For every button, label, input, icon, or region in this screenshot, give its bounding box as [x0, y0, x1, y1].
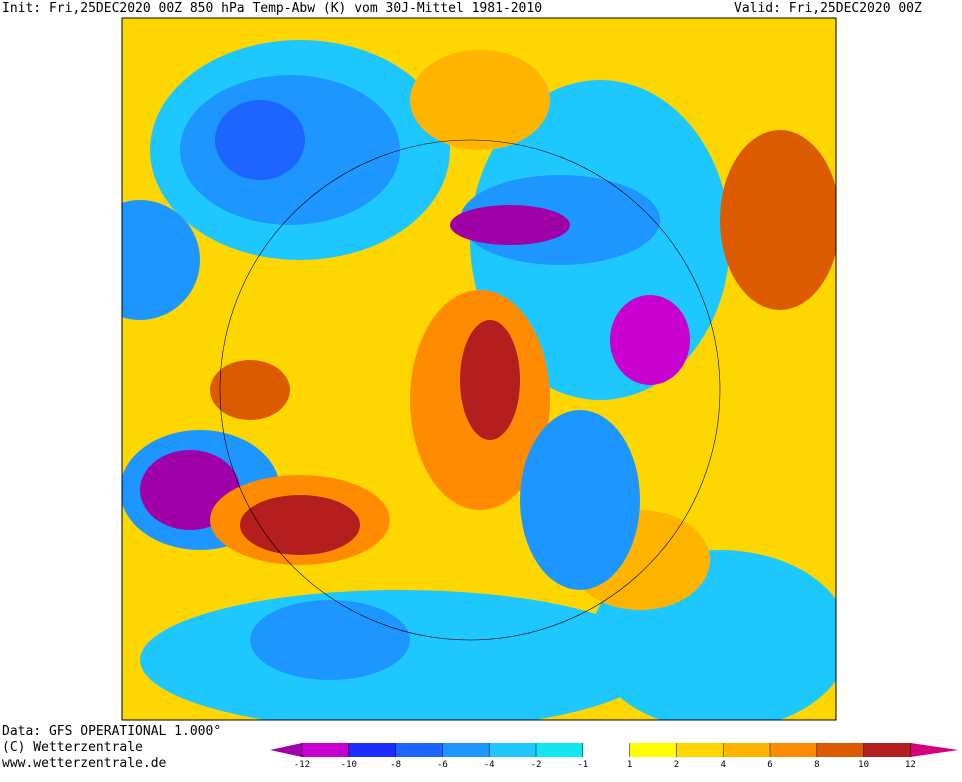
- color-box: [770, 743, 817, 757]
- color-box: [816, 743, 864, 757]
- tick-label: -10: [341, 760, 357, 770]
- color-box: [536, 743, 583, 757]
- color-box: [676, 743, 724, 757]
- map: [121, 17, 837, 721]
- footer-data: Data: GFS OPERATIONAL 1.000°: [2, 724, 221, 739]
- color-box: [395, 743, 443, 757]
- tick-label: 6: [767, 760, 772, 770]
- tick-label: -12: [294, 760, 310, 770]
- color-box: [863, 743, 911, 757]
- color-box: [629, 743, 677, 757]
- color-triangle: [910, 743, 959, 757]
- color-box: [489, 743, 536, 757]
- tick-label: -1: [577, 760, 588, 770]
- tick-label: 2: [674, 760, 679, 770]
- tick-label: 10: [858, 760, 869, 770]
- footer-copyright: (C) Wetterzentrale: [2, 740, 143, 755]
- color-box: [348, 743, 396, 757]
- header-valid: Valid: Fri,25DEC2020 00Z: [734, 1, 922, 16]
- tick-label: 12: [905, 760, 916, 770]
- tick-label: -4: [484, 760, 495, 770]
- color-triangle: [270, 743, 302, 757]
- tick-label: -2: [531, 760, 542, 770]
- tick-label: 8: [814, 760, 819, 770]
- color-box: [723, 743, 770, 757]
- tick-label: 4: [720, 760, 725, 770]
- footer-url: www.wetterzentrale.de: [2, 756, 167, 771]
- color-box: [442, 743, 490, 757]
- header-title: Init: Fri,25DEC2020 00Z 850 hPa Temp-Abw…: [2, 1, 542, 16]
- color-box: [582, 743, 630, 757]
- tick-label: 1: [627, 760, 632, 770]
- colorbar: -12 -10 -8 -6 -4 -2 -1 1 2 4 6 8 10 12: [270, 743, 959, 770]
- tick-label: -8: [390, 760, 401, 770]
- tick-label: -6: [437, 760, 448, 770]
- color-box: [302, 743, 349, 757]
